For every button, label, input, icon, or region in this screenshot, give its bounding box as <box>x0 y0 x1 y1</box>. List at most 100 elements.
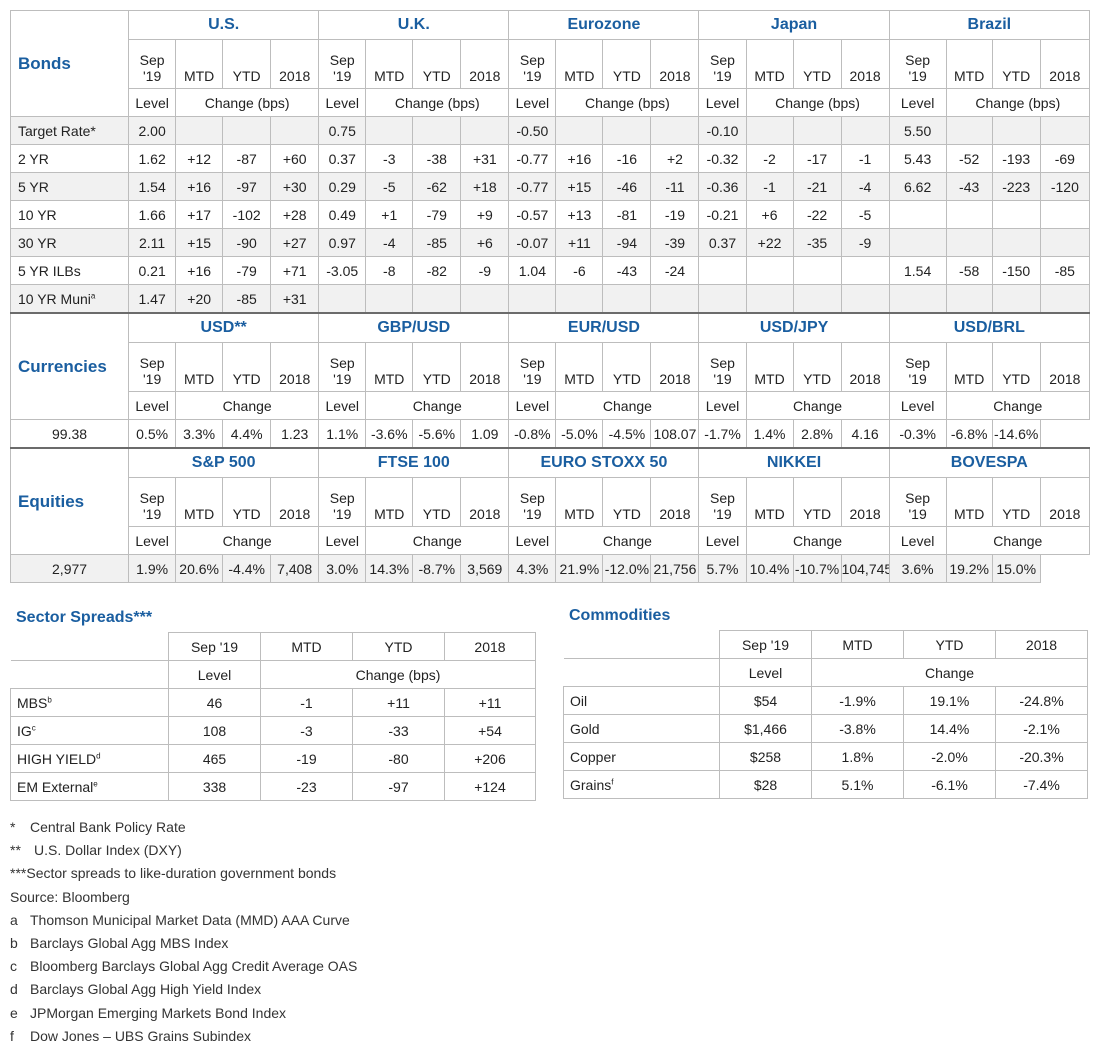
footnote-key: d <box>10 981 18 998</box>
table-cell <box>412 284 462 314</box>
markets-table: Bonds U.S. U.K. Eurozone Japan Brazil Sep '19 MT… <box>9 10 1091 583</box>
table-cell <box>602 284 652 314</box>
column-group-header: Brazil <box>888 10 1091 40</box>
table-cell: -2.1% <box>995 714 1088 743</box>
table-cell: -20.3% <box>995 742 1088 771</box>
table-cell: -14.6% <box>991 419 1041 449</box>
table-cell <box>840 284 890 314</box>
column-group-header: EURO STOXX 50 <box>508 447 700 478</box>
subheader-mtd: MTD <box>745 477 794 527</box>
row-label: 5 YR ILBs <box>9 256 130 285</box>
footnote: a Thomson Municipal Market Data (MMD) AAA… <box>10 909 357 932</box>
commodities-unit-row: Level Change <box>563 658 1088 687</box>
level-label: Level <box>128 391 177 420</box>
level-label: Level <box>168 660 261 689</box>
table-cell: -33 <box>352 716 445 745</box>
footnote-key: *** <box>10 865 27 882</box>
table-row: 5 YR 1.54 +16 -97 +30 0.29 -5 -62 +18 -0.77 +15 -46… <box>9 172 1091 201</box>
column-header: 2018 <box>444 632 536 661</box>
table-cell: +6 <box>745 200 794 229</box>
table-cell: -3.05 <box>318 256 367 285</box>
subheader-ytd: YTD <box>412 39 462 89</box>
table-cell: -0.50 <box>508 116 557 145</box>
table-cell <box>1039 200 1091 229</box>
subheader-2018: 2018 <box>460 39 510 89</box>
row-label: 5 YR <box>9 172 130 201</box>
table-cell: +16 <box>555 144 604 173</box>
table-cell: 1.54 <box>128 172 177 201</box>
table-cell: 14.4% <box>903 714 996 743</box>
subheader-mtd: MTD <box>945 39 993 89</box>
table-cell <box>745 116 794 145</box>
commodities-header-row: Sep '19 MTD YTD 2018 <box>563 630 1088 659</box>
table-cell <box>318 284 367 314</box>
table-cell: -1 <box>840 144 890 173</box>
table-cell: 1.04 <box>508 256 557 285</box>
subheader-mtd: MTD <box>945 342 993 392</box>
table-cell: -19 <box>650 200 700 229</box>
row-label-text: 10 YR Muni <box>18 290 91 307</box>
footnote-text: Barclays Global Agg High Yield Index <box>30 981 262 998</box>
table-cell: 3.3% <box>175 419 224 449</box>
footnote-text: Bloomberg Barclays Global Agg Credit Ave… <box>30 958 358 975</box>
subheader-2018: 2018 <box>270 477 320 527</box>
subheader-2018: 2018 <box>1039 342 1091 392</box>
table-cell: -4 <box>365 228 414 257</box>
subheader-mtd: MTD <box>745 39 794 89</box>
row-label-text: Grains <box>570 776 612 793</box>
table-cell: 1.62 <box>128 144 177 173</box>
subheader-2018: 2018 <box>840 39 890 89</box>
footnote-key: f <box>10 1027 14 1044</box>
level-label: Level <box>318 526 367 555</box>
row-label-text: Oil <box>570 692 588 709</box>
table-cell: 1.23 <box>270 419 320 449</box>
table-cell: +60 <box>270 144 320 173</box>
table-cell: -87 <box>222 144 272 173</box>
table-cell: 104,745 <box>840 554 890 583</box>
table-cell: 7,408 <box>270 554 320 583</box>
subheader-mtd: MTD <box>555 39 604 89</box>
table-cell <box>745 284 794 314</box>
subheader-date: Sep '19 <box>888 342 947 392</box>
footnote-key: e <box>10 1004 18 1021</box>
row-label: 10 YR <box>9 200 130 229</box>
table-cell <box>840 116 890 145</box>
table-cell: -23 <box>260 772 353 801</box>
change-label: Change (bps) <box>260 660 536 689</box>
table-cell: -2.0% <box>903 742 996 771</box>
table-cell: 19.2% <box>945 554 993 583</box>
table-cell: -0.10 <box>698 116 747 145</box>
table-cell: -19 <box>260 744 353 773</box>
table-cell <box>945 200 993 229</box>
table-cell: +16 <box>175 256 224 285</box>
row-label: HIGH YIELDd <box>10 744 169 773</box>
table-cell: 46 <box>168 688 261 717</box>
currencies-subheader-row: Sep '19 MTD YTD 2018 Sep '19 MTD YTD 2018 Sep '19 MT… <box>11 342 1091 392</box>
table-cell <box>270 116 320 145</box>
table-cell: -5.6% <box>412 419 462 449</box>
table-cell: 1.4% <box>745 419 794 449</box>
table-cell: 99.38 <box>9 419 130 449</box>
bonds-section: Bonds U.S. U.K. Eurozone Japan Brazil Sep '19 MT… <box>9 10 1091 314</box>
table-row: 30 YR 2.11 +15 -90 +27 0.97 -4 -85 +6 -0.07 +11 -94… <box>9 228 1091 257</box>
row-label: 2 YR <box>9 144 130 173</box>
table-cell: -24.8% <box>995 686 1088 715</box>
currencies-unit-row: Level Change Level Change Level Change Level Ch… <box>11 391 1091 420</box>
table-cell: 2.11 <box>128 228 177 257</box>
level-label: Level <box>888 526 947 555</box>
level-label: Level <box>128 526 177 555</box>
column-header: 2018 <box>995 630 1088 659</box>
change-label: Change <box>745 391 890 420</box>
table-cell: +13 <box>555 200 604 229</box>
table-cell: -22 <box>792 200 842 229</box>
change-label: Change <box>555 526 700 555</box>
subheader-ytd: YTD <box>222 342 272 392</box>
table-cell: +22 <box>745 228 794 257</box>
column-group-header: FTSE 100 <box>318 447 510 478</box>
table-cell: +6 <box>460 228 510 257</box>
table-row: 99.38 0.5% 3.3% 4.4% 1.23 1.1% -3.6% -5.6% 1.09-… <box>9 419 1090 449</box>
table-cell: +11 <box>444 688 536 717</box>
column-group-header: GBP/USD <box>318 312 510 343</box>
table-cell: -120 <box>1039 172 1091 201</box>
subheader-date: Sep '19 <box>888 39 947 89</box>
